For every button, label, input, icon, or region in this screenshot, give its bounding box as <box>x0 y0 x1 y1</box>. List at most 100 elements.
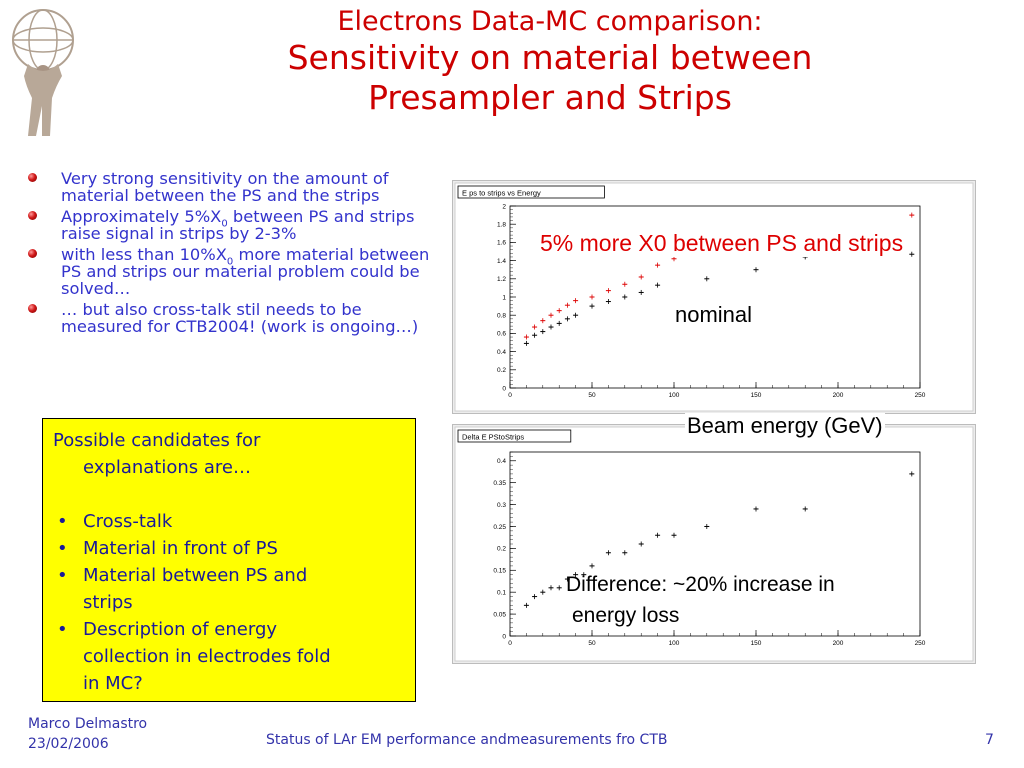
slide-title: Electrons Data-MC comparison: Sensitivit… <box>140 6 960 118</box>
data-point <box>671 256 677 262</box>
data-point <box>532 332 538 338</box>
page-number: 7 <box>985 732 994 748</box>
data-point <box>655 282 661 288</box>
data-point <box>605 550 611 556</box>
data-point <box>655 532 661 538</box>
data-point <box>622 294 628 300</box>
bullet-text: more material between PS and strips our … <box>61 245 430 298</box>
candidates-intro-2: explanations are… <box>83 457 251 478</box>
candidate-item: • Material in front of PS <box>53 535 405 562</box>
data-point <box>523 334 529 340</box>
candidate-item-cont: collection in electrodes fold <box>53 643 405 670</box>
data-point <box>589 294 595 300</box>
y-tick-label: 0.35 <box>493 480 506 487</box>
data-point <box>556 320 562 326</box>
candidates-intro-1: Possible candidates for <box>53 430 261 451</box>
y-tick-label: 0.15 <box>493 568 506 575</box>
candidate-item-cont: in MC? <box>53 670 405 697</box>
data-point <box>573 572 579 578</box>
candidate-text: Material in front of PS <box>83 538 278 559</box>
data-point <box>532 594 538 600</box>
atlas-logo <box>12 9 74 136</box>
plot-title-box <box>457 185 605 199</box>
bullet-subscript: 0 <box>221 218 228 230</box>
data-point <box>704 276 710 282</box>
bullet-text: between PS and strips raise signal in st… <box>61 207 415 243</box>
bullet-item: with less than 10%X0 more material betwe… <box>26 246 446 297</box>
y-tick-label: 1.4 <box>497 258 506 265</box>
data-point <box>540 318 546 324</box>
candidate-text: in MC? <box>83 673 143 694</box>
data-point <box>540 329 546 335</box>
y-tick-label: 1.6 <box>497 240 506 247</box>
footer-author: Marco Delmastro <box>28 716 148 732</box>
annotation-red-label: 5% more X0 between PS and strips <box>540 230 904 257</box>
data-point <box>802 506 808 512</box>
data-point <box>622 281 628 287</box>
data-point <box>638 274 644 280</box>
y-tick-label: 0.25 <box>493 524 506 531</box>
energy-ratio-plot: E ps to strips vs Energy 0 50 100 150 200 250 0… <box>452 180 976 414</box>
plot-canvas <box>454 426 974 662</box>
title-line-3: Presampler and Strips <box>368 78 732 117</box>
y-tick-label: 0.05 <box>493 611 506 618</box>
annotation-difference-1: Difference: ~20% increase in <box>566 573 835 596</box>
bullet-dot-icon <box>28 211 37 220</box>
x-tick-label: 50 <box>588 640 596 647</box>
y-tick-label: 0.3 <box>497 502 506 509</box>
candidate-item: • Material between PS and <box>53 562 405 589</box>
data-point <box>573 312 579 318</box>
y-tick-label: 0.4 <box>497 458 506 465</box>
data-point <box>564 302 570 308</box>
plot-canvas <box>454 182 974 412</box>
candidate-item: • Cross-talk <box>53 508 405 535</box>
bullet-icon: • <box>57 511 68 532</box>
candidate-item: • Description of energy <box>53 616 405 643</box>
candidates-box: Possible candidates for explanations are… <box>42 418 416 702</box>
bullet-text: … but also cross-talk stil needs to be m… <box>61 300 419 336</box>
y-tick-label: 0.6 <box>497 331 506 338</box>
x-tick-label: 200 <box>833 640 844 647</box>
data-point <box>523 340 529 346</box>
bullet-dot-icon <box>28 249 37 258</box>
annotation-difference-2: energy loss <box>572 604 680 627</box>
bullet-item: Very strong sensitivity on the amount of… <box>26 170 446 204</box>
bullet-text: Very strong sensitivity on the amount of… <box>61 169 389 205</box>
candidate-text: Material between PS and <box>83 565 308 586</box>
footer-date: 23/02/2006 <box>28 736 109 752</box>
bullet-icon: • <box>57 565 68 586</box>
plot-title: Delta E PStoStrips <box>462 433 524 442</box>
data-point <box>909 251 915 257</box>
plot-title: E ps to strips vs Energy <box>462 189 541 198</box>
bullet-dot-icon <box>28 304 37 313</box>
data-point <box>548 312 554 318</box>
data-point <box>589 563 595 569</box>
bullet-text: Approximately 5%X <box>61 207 222 226</box>
y-tick-label: 1 <box>502 294 506 301</box>
data-point <box>655 262 661 268</box>
bullet-item: Approximately 5%X0 between PS and strips… <box>26 208 446 242</box>
x-tick-label: 250 <box>915 392 926 399</box>
y-tick-label: 0.2 <box>497 546 506 553</box>
data-point <box>532 324 538 330</box>
data-point <box>573 298 579 304</box>
data-point <box>548 324 554 330</box>
y-tick-label: 0 <box>502 385 506 392</box>
title-line-1: Electrons Data-MC comparison: <box>337 6 763 37</box>
data-point <box>548 585 554 591</box>
x-tick-label: 0 <box>508 392 512 399</box>
plot-title-box <box>457 429 572 443</box>
x-tick-label: 250 <box>915 640 926 647</box>
data-point <box>638 289 644 295</box>
data-point <box>556 308 562 314</box>
data-point <box>556 585 562 591</box>
y-tick-label: 0.8 <box>497 313 506 320</box>
data-point <box>622 550 628 556</box>
x-tick-label: 200 <box>833 392 844 399</box>
annotation-nominal: nominal <box>675 302 753 327</box>
y-tick-label: 0.2 <box>497 367 506 374</box>
y-tick-label: 1.2 <box>497 276 506 283</box>
title-line-2: Sensitivity on material between <box>287 38 813 77</box>
bullet-subscript: 0 <box>226 256 234 268</box>
annotation-beam-energy: Beam energy (GeV) <box>685 413 885 439</box>
